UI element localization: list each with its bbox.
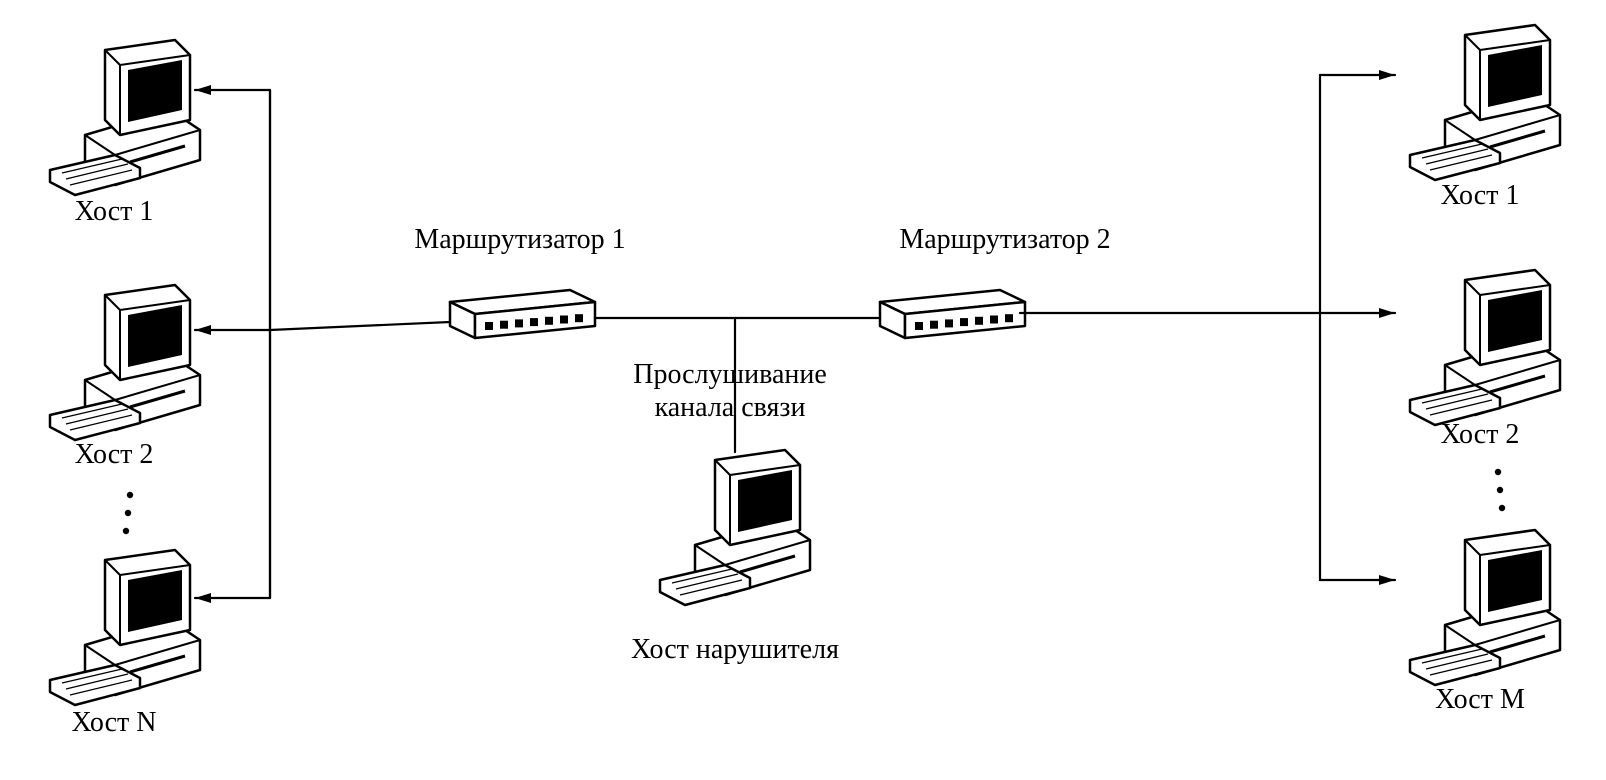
label-right_host_1: Хост 1 — [1441, 180, 1520, 212]
label-router_1: Маршрутизатор 1 — [414, 224, 625, 256]
ellipsis-dot — [125, 510, 131, 516]
computer-icon — [50, 40, 200, 195]
diagram-stage: Хост 1 Хост 2 Хост N Хост 1 Хост 2 Хост M Марш… — [0, 0, 1606, 780]
computer-icon — [50, 550, 200, 705]
label-router_2: Маршрутизатор 2 — [899, 224, 1110, 256]
ellipsis-dot — [127, 492, 133, 498]
label-attacker: Хост нарушителя — [631, 634, 839, 666]
label-sniff_line1: Прослушивание — [633, 359, 827, 391]
router-icon — [450, 290, 595, 338]
label-left_host_2: Хост 2 — [75, 439, 154, 471]
ellipsis-dot — [123, 528, 129, 534]
label-left_host_1: Хост 1 — [75, 196, 154, 228]
label-right_host_2: Хост 2 — [1441, 419, 1520, 451]
computer-icon — [660, 450, 810, 605]
label-right_host_m: Хост M — [1435, 684, 1525, 716]
ellipsis-dot — [1499, 505, 1505, 511]
computer-icon — [50, 285, 200, 440]
label-sniff_line2: канала связи — [655, 392, 806, 424]
ellipsis-dot — [1497, 487, 1503, 493]
computer-icon — [1410, 530, 1560, 685]
label-left_host_n: Хост N — [71, 707, 156, 739]
computer-icon — [1410, 270, 1560, 425]
computer-icon — [1410, 25, 1560, 180]
router-icon — [880, 290, 1025, 338]
ellipsis-dot — [1495, 469, 1501, 475]
